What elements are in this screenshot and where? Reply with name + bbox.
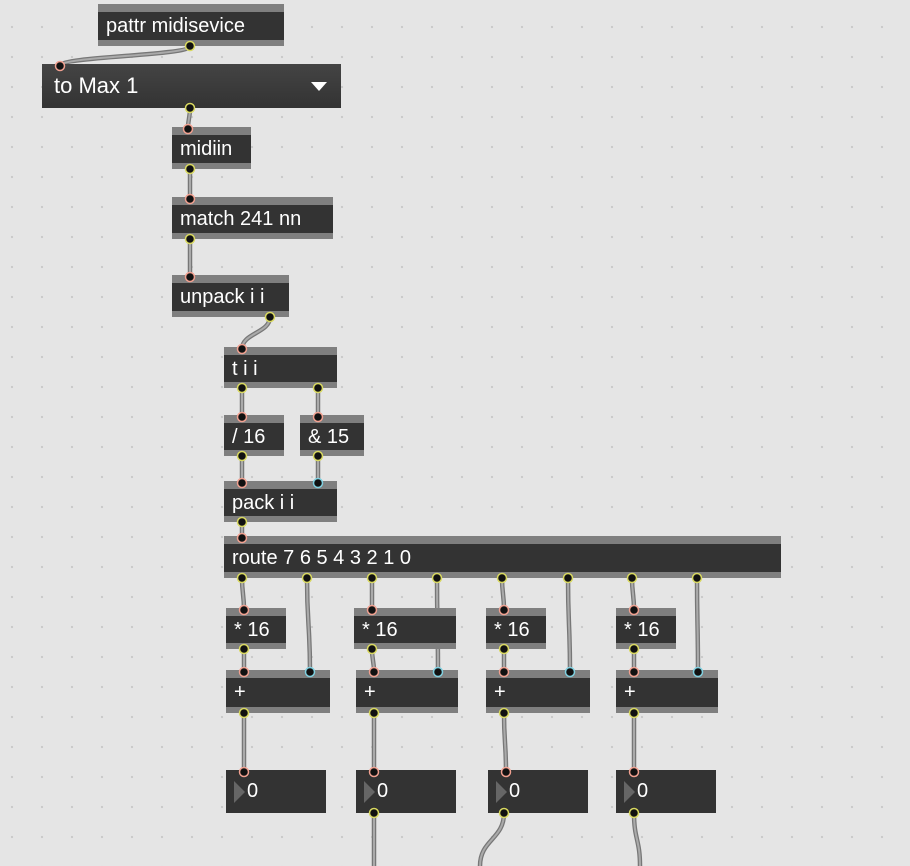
outlet[interactable] xyxy=(628,643,640,655)
pattr-object[interactable]: pattr midisevice xyxy=(98,4,284,46)
multiply-object[interactable]: * 16 xyxy=(226,608,286,649)
outlet[interactable] xyxy=(628,807,640,819)
number-triangle-icon xyxy=(364,780,375,803)
inlet[interactable] xyxy=(498,666,510,678)
add-object[interactable]: + xyxy=(616,670,718,713)
outlet[interactable] xyxy=(184,163,196,175)
outlet[interactable] xyxy=(238,643,250,655)
number-triangle-icon xyxy=(496,780,507,803)
outlet[interactable] xyxy=(498,643,510,655)
outlet[interactable] xyxy=(366,643,378,655)
inlet[interactable] xyxy=(498,604,510,616)
inlet[interactable] xyxy=(236,411,248,423)
inlet[interactable] xyxy=(628,604,640,616)
outlet[interactable] xyxy=(264,311,276,323)
inlet[interactable] xyxy=(236,477,248,489)
inlet[interactable] xyxy=(500,766,512,778)
inlet[interactable] xyxy=(368,766,380,778)
outlet[interactable] xyxy=(562,572,574,584)
match-object[interactable]: match 241 nn xyxy=(172,197,333,239)
number-box[interactable]: 0 xyxy=(356,770,456,813)
cold-inlet[interactable] xyxy=(692,666,704,678)
outlet[interactable] xyxy=(691,572,703,584)
add-object[interactable]: + xyxy=(356,670,458,713)
patch-cord-highlight xyxy=(306,577,311,673)
number-box[interactable]: 0 xyxy=(226,770,326,813)
patch-cord-highlight xyxy=(696,577,699,673)
patch-cord-highlight xyxy=(567,577,571,673)
patch-cord-highlight xyxy=(59,45,191,67)
inlet[interactable] xyxy=(238,766,250,778)
outlet[interactable] xyxy=(236,572,248,584)
inlet[interactable] xyxy=(184,271,196,283)
route-object[interactable]: route 7 6 5 4 3 2 1 0 xyxy=(224,536,781,578)
outlet[interactable] xyxy=(312,450,324,462)
dropdown-arrow-icon[interactable] xyxy=(311,82,327,91)
outlet[interactable] xyxy=(236,382,248,394)
number-box[interactable]: 0 xyxy=(488,770,588,813)
outlet[interactable] xyxy=(236,516,248,528)
cold-inlet[interactable] xyxy=(312,477,324,489)
number-box[interactable]: 0 xyxy=(616,770,716,813)
outlet[interactable] xyxy=(498,807,510,819)
outlet[interactable] xyxy=(184,233,196,245)
number-triangle-icon xyxy=(234,780,245,803)
multiply-object[interactable]: * 16 xyxy=(486,608,546,649)
outlet[interactable] xyxy=(236,450,248,462)
patch-cord-highlight xyxy=(479,812,505,866)
inlet[interactable] xyxy=(628,766,640,778)
unpack-object[interactable]: unpack i i xyxy=(172,275,289,317)
outlet[interactable] xyxy=(496,572,508,584)
inlet[interactable] xyxy=(238,666,250,678)
outlet[interactable] xyxy=(368,707,380,719)
outlet[interactable] xyxy=(238,707,250,719)
outlet[interactable] xyxy=(628,707,640,719)
divide-object[interactable]: / 16 xyxy=(224,415,284,456)
outlet[interactable] xyxy=(184,40,196,52)
multiply-object[interactable]: * 16 xyxy=(616,608,676,649)
inlet[interactable] xyxy=(236,343,248,355)
outlet[interactable] xyxy=(184,102,196,114)
outlet[interactable] xyxy=(368,807,380,819)
number-value: 0 xyxy=(637,780,649,802)
inlet[interactable] xyxy=(366,604,378,616)
outlet[interactable] xyxy=(366,572,378,584)
number-triangle-icon xyxy=(624,780,635,803)
inlet[interactable] xyxy=(54,60,66,72)
midi-device-menu[interactable]: to Max 1 xyxy=(42,64,341,108)
patch-cord-highlight xyxy=(633,812,641,866)
inlet[interactable] xyxy=(184,193,196,205)
outlet[interactable] xyxy=(431,572,443,584)
multiply-object[interactable]: * 16 xyxy=(354,608,456,649)
midiin-object[interactable]: midiin xyxy=(172,127,251,169)
cold-inlet[interactable] xyxy=(304,666,316,678)
number-value: 0 xyxy=(509,780,521,802)
cold-inlet[interactable] xyxy=(432,666,444,678)
outlet[interactable] xyxy=(301,572,313,584)
cold-inlet[interactable] xyxy=(564,666,576,678)
outlet[interactable] xyxy=(626,572,638,584)
number-value: 0 xyxy=(377,780,389,802)
inlet[interactable] xyxy=(238,604,250,616)
inlet[interactable] xyxy=(628,666,640,678)
menu-value: to Max 1 xyxy=(54,73,139,98)
inlet[interactable] xyxy=(312,411,324,423)
outlet[interactable] xyxy=(312,382,324,394)
patch-cord-highlight xyxy=(503,712,507,773)
number-value: 0 xyxy=(247,780,259,802)
pack-object[interactable]: pack i i xyxy=(224,481,337,522)
inlet[interactable] xyxy=(368,666,380,678)
bitand-object[interactable]: & 15 xyxy=(300,415,364,456)
inlet[interactable] xyxy=(182,123,194,135)
outlet[interactable] xyxy=(498,707,510,719)
inlet[interactable] xyxy=(236,532,248,544)
